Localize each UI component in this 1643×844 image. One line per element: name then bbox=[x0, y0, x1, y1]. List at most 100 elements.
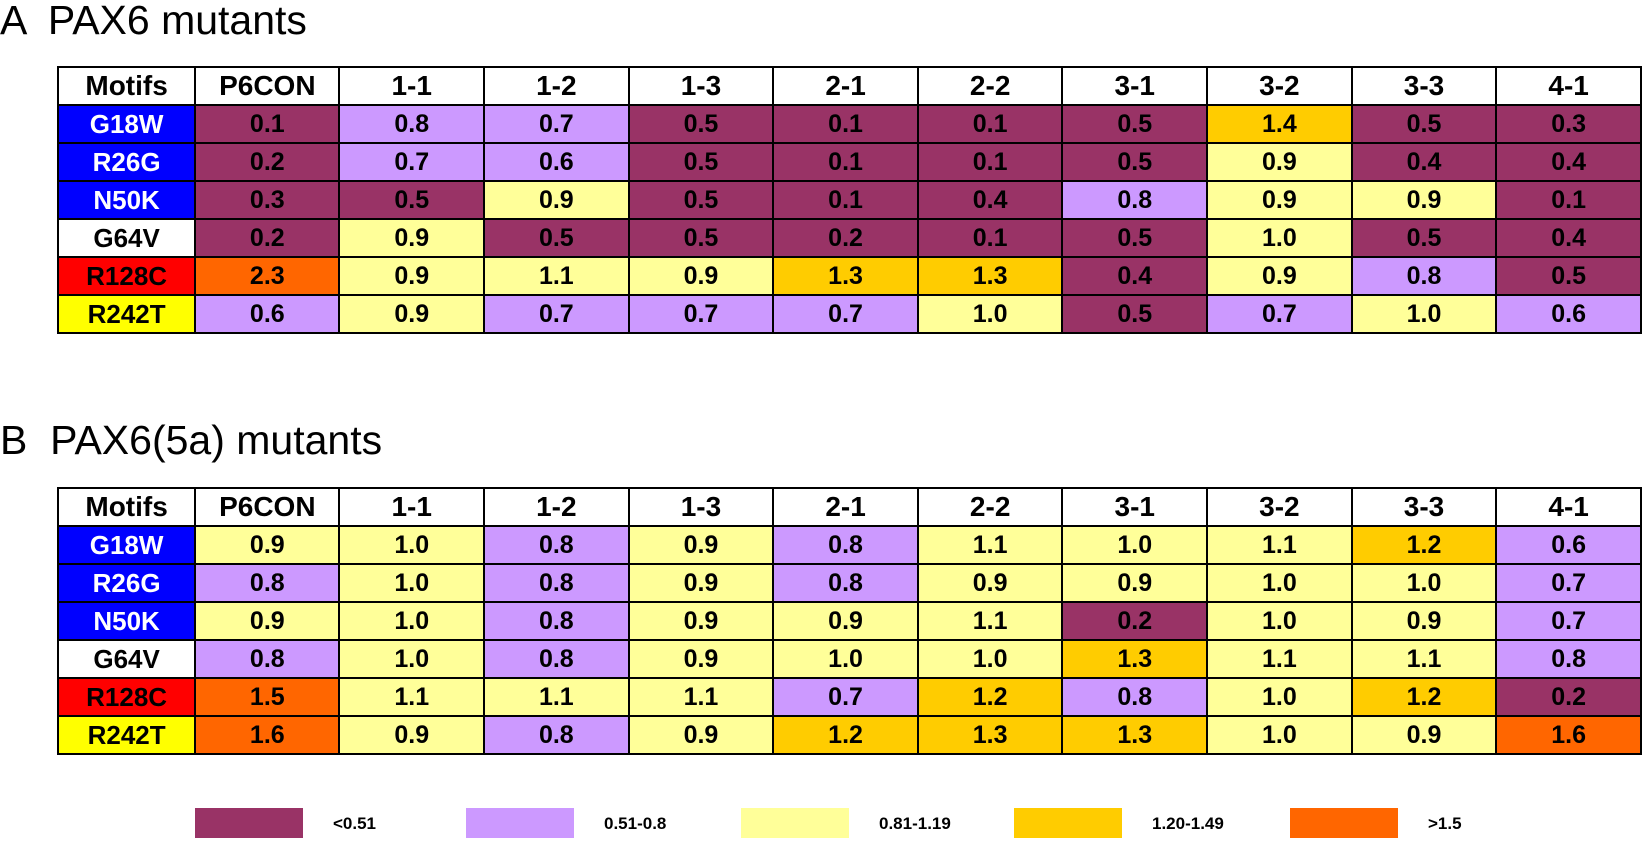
panel-a-heat-cell: 0.5 bbox=[338, 180, 486, 220]
panel-a-heat-cell: 0.8 bbox=[1350, 256, 1498, 296]
panel-a-heat-cell: 0.1 bbox=[1495, 180, 1642, 220]
panel-a-heat-cell: 0.3 bbox=[194, 180, 341, 220]
panel-b-table-row: R242T 1.6 0.9 0.8 0.9 1.2 1.3 1.3 1.0 0.9 1.6 bbox=[56, 715, 1642, 755]
panel-a-heat-cell: 0.8 bbox=[1061, 180, 1209, 220]
panel-b-heat-cell: 1.3 bbox=[1061, 639, 1209, 679]
panel-a-row-label: R128C bbox=[56, 256, 197, 296]
panel-a-title: A PAX6 mutants bbox=[0, 0, 307, 41]
panel-a-heat-cell: 0.1 bbox=[194, 104, 341, 144]
panel-a-row-label: R242T bbox=[56, 294, 197, 334]
legend-swatch bbox=[1014, 808, 1122, 838]
panel-a-row-label: R26G bbox=[56, 142, 197, 182]
panel-b-row-label: R242T bbox=[56, 715, 197, 755]
panel-a-heat-cell: 0.9 bbox=[1206, 142, 1353, 182]
panel-b-corner-label: Motifs bbox=[56, 487, 197, 527]
panel-b-heat-cell: 1.2 bbox=[916, 677, 1064, 717]
panel-a-heat-cell: 0.4 bbox=[1495, 142, 1642, 182]
panel-b-column-header: 3-3 bbox=[1350, 487, 1498, 527]
panel-a-heat-cell: 0.7 bbox=[1206, 294, 1353, 334]
panel-b-heat-cell: 0.9 bbox=[627, 715, 775, 755]
panel-b-column-header: 3-1 bbox=[1061, 487, 1209, 527]
panel-b-heat-cell: 1.5 bbox=[194, 677, 341, 717]
panel-b-heat-cell: 0.9 bbox=[916, 563, 1064, 603]
panel-b-heat-cell: 0.8 bbox=[483, 639, 630, 679]
panel-a-heat-cell: 0.1 bbox=[916, 104, 1064, 144]
panel-b-heat-cell: 1.2 bbox=[772, 715, 919, 755]
panel-a-heat-cell: 0.5 bbox=[1061, 104, 1209, 144]
panel-b-heat-cell: 1.0 bbox=[1061, 525, 1209, 565]
panel-b-heat-cell: 1.0 bbox=[1206, 563, 1353, 603]
panel-b-heat-cell: 1.0 bbox=[338, 601, 486, 641]
panel-b-heat-cell: 1.1 bbox=[916, 525, 1064, 565]
legend-swatch bbox=[195, 808, 303, 838]
panel-a-heat-cell: 0.4 bbox=[1061, 256, 1209, 296]
panel-b-heat-cell: 1.0 bbox=[772, 639, 919, 679]
panel-a-column-header: 3-1 bbox=[1061, 66, 1209, 106]
panel-b-row-label: R26G bbox=[56, 563, 197, 603]
panel-a-heat-cell: 0.9 bbox=[627, 256, 775, 296]
panel-b-table-row: N50K 0.9 1.0 0.8 0.9 0.9 1.1 0.2 1.0 0.9 0.7 bbox=[56, 601, 1642, 641]
panel-b-header-row: Motifs P6CON 1-1 1-2 1-3 2-1 2-2 3-1 3-2 3-3 4-1 bbox=[56, 487, 1642, 527]
panel-a-row-label: G18W bbox=[56, 104, 197, 144]
panel-a-table-row: N50K 0.3 0.5 0.9 0.5 0.1 0.4 0.8 0.9 0.9 0.1 bbox=[56, 180, 1642, 220]
panel-a-heat-cell: 0.9 bbox=[338, 218, 486, 258]
panel-a-heat-cell: 0.4 bbox=[1350, 142, 1498, 182]
panel-b-heat-cell: 0.8 bbox=[194, 639, 341, 679]
panel-b-heat-cell: 0.9 bbox=[338, 715, 486, 755]
panel-a-heat-cell: 0.7 bbox=[483, 294, 630, 334]
panel-a-column-header: 1-3 bbox=[627, 66, 775, 106]
panel-b-heat-cell: 0.6 bbox=[1495, 525, 1642, 565]
panel-a-heat-cell: 0.5 bbox=[1061, 142, 1209, 182]
panel-b-heat-cell: 0.7 bbox=[772, 677, 919, 717]
panel-a-heat-cell: 0.9 bbox=[338, 256, 486, 296]
legend-label: 0.81-1.19 bbox=[879, 814, 951, 833]
panel-a-heat-cell: 0.2 bbox=[194, 142, 341, 182]
panel-a-heat-cell: 0.5 bbox=[1350, 218, 1498, 258]
panel-a-heat-cell: 1.0 bbox=[1350, 294, 1498, 334]
panel-a-heat-cell: 1.3 bbox=[772, 256, 919, 296]
panel-b-heat-cell: 1.1 bbox=[1206, 639, 1353, 679]
panel-a-heat-cell: 0.9 bbox=[1350, 180, 1498, 220]
panel-a-label: A bbox=[0, 0, 26, 43]
panel-b-heat-cell: 1.0 bbox=[916, 639, 1064, 679]
panel-b-heat-cell: 1.1 bbox=[338, 677, 486, 717]
panel-a-heat-cell: 1.3 bbox=[916, 256, 1064, 296]
panel-a-row-label: N50K bbox=[56, 180, 197, 220]
panel-b-title: B PAX6(5a) mutants bbox=[0, 420, 382, 461]
legend-label: 1.20-1.49 bbox=[1152, 814, 1224, 833]
panel-a-heat-cell: 0.1 bbox=[772, 104, 919, 144]
panel-b-heat-cell: 0.7 bbox=[1495, 563, 1642, 603]
panel-a-heat-cell: 0.5 bbox=[627, 104, 775, 144]
panel-b-heat-cell: 1.3 bbox=[1061, 715, 1209, 755]
panel-a-column-header: 3-3 bbox=[1350, 66, 1498, 106]
panel-b-row-label: G18W bbox=[56, 525, 197, 565]
panel-a-table-row: R128C 2.3 0.9 1.1 0.9 1.3 1.3 0.4 0.9 0.8 0.5 bbox=[56, 256, 1642, 296]
panel-b-heat-cell: 1.0 bbox=[1206, 677, 1353, 717]
panel-a-heat-cell: 0.5 bbox=[627, 180, 775, 220]
panel-b-heading: PAX6(5a) mutants bbox=[50, 417, 383, 463]
panel-b-heat-cell: 0.8 bbox=[772, 525, 919, 565]
panel-b-heat-cell: 1.1 bbox=[483, 677, 630, 717]
panel-b-heat-cell: 0.8 bbox=[1495, 639, 1642, 679]
panel-b-heat-cell: 1.0 bbox=[1206, 715, 1353, 755]
panel-b-heat-cell: 0.9 bbox=[1350, 715, 1498, 755]
panel-b-table-row: R128C 1.5 1.1 1.1 1.1 0.7 1.2 0.8 1.0 1.2 0.2 bbox=[56, 677, 1642, 717]
panel-a-heat-cell: 1.1 bbox=[483, 256, 630, 296]
panel-a-heat-cell: 0.9 bbox=[338, 294, 486, 334]
panel-b-column-header: 3-2 bbox=[1206, 487, 1353, 527]
panel-a-table-row: G64V 0.2 0.9 0.5 0.5 0.2 0.1 0.5 1.0 0.5 0.4 bbox=[56, 218, 1642, 258]
panel-b-label: B bbox=[0, 417, 28, 463]
legend-label: >1.5 bbox=[1428, 814, 1462, 833]
panel-a-heat-cell: 0.7 bbox=[338, 142, 486, 182]
panel-a-heading: PAX6 mutants bbox=[47, 0, 307, 43]
legend-label: <0.51 bbox=[333, 814, 377, 833]
heatmap-table-a: Motifs P6CON 1-1 1-2 1-3 2-1 2-2 3-1 3-2 3-3 4-1 G1… bbox=[56, 66, 1642, 334]
panel-a-heat-cell: 0.7 bbox=[627, 294, 775, 334]
panel-a-heat-cell: 0.6 bbox=[1495, 294, 1642, 334]
panel-b-heat-cell: 0.2 bbox=[1061, 601, 1209, 641]
panel-b-heat-cell: 1.2 bbox=[1350, 677, 1498, 717]
panel-a-heat-cell: 0.7 bbox=[483, 104, 630, 144]
panel-a-heat-cell: 0.8 bbox=[338, 104, 486, 144]
panel-b-heat-cell: 0.7 bbox=[1495, 601, 1642, 641]
panel-a-heat-cell: 0.1 bbox=[772, 142, 919, 182]
